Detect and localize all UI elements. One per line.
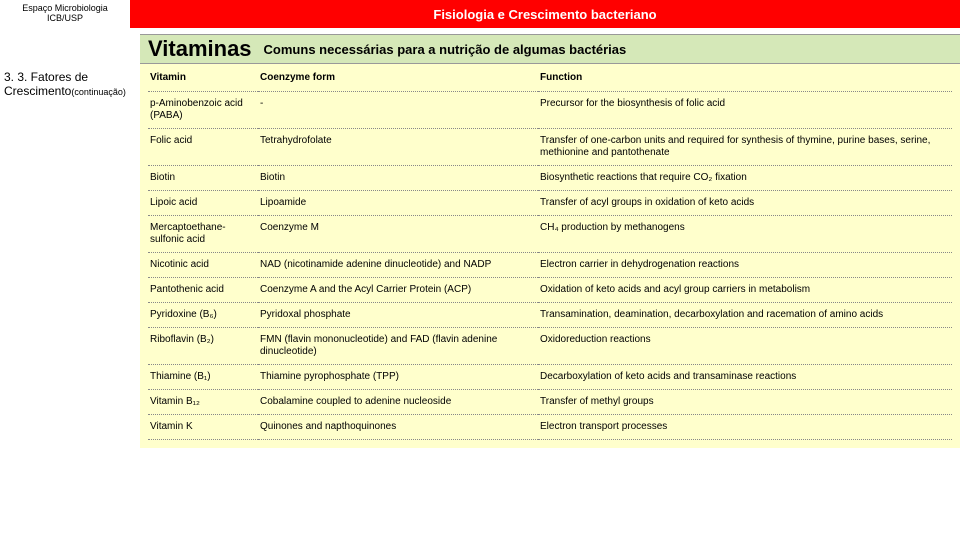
page-title: Fisiologia e Crescimento bacteriano bbox=[433, 7, 656, 22]
table-cell: Coenzyme A and the Acyl Carrier Protein … bbox=[258, 278, 538, 303]
table-cell: Biosynthetic reactions that require CO₂ … bbox=[538, 166, 952, 191]
table-cell: Precursor for the biosynthesis of folic … bbox=[538, 92, 952, 129]
table-cell: Pyridoxal phosphate bbox=[258, 303, 538, 328]
table-row: BiotinBiotinBiosynthetic reactions that … bbox=[148, 166, 952, 191]
table-cell: Pyridoxine (B₆) bbox=[148, 303, 258, 328]
title-bar: Fisiologia e Crescimento bacteriano bbox=[130, 0, 960, 28]
table-row: Pyridoxine (B₆)Pyridoxal phosphateTransa… bbox=[148, 303, 952, 328]
col-coenzyme: Coenzyme form bbox=[258, 68, 538, 92]
table-cell: CH₄ production by methanogens bbox=[538, 216, 952, 253]
table-cell: Tetrahydrofolate bbox=[258, 129, 538, 166]
subtitle-main: Vitaminas bbox=[148, 36, 252, 62]
table-cell: Biotin bbox=[258, 166, 538, 191]
col-vitamin: Vitamin bbox=[148, 68, 258, 92]
col-function: Function bbox=[538, 68, 952, 92]
table-cell: FMN (flavin mononucleotide) and FAD (fla… bbox=[258, 328, 538, 365]
table-row: Thiamine (B₁)Thiamine pyrophosphate (TPP… bbox=[148, 365, 952, 390]
table-row: Riboflavin (B₂)FMN (flavin mononucleotid… bbox=[148, 328, 952, 365]
table-cell: Lipoamide bbox=[258, 191, 538, 216]
table-row: Vitamin KQuinones and napthoquinonesElec… bbox=[148, 415, 952, 440]
table-cell: Oxidation of keto acids and acyl group c… bbox=[538, 278, 952, 303]
table-cell: Decarboxylation of keto acids and transa… bbox=[538, 365, 952, 390]
table-cell: Thiamine (B₁) bbox=[148, 365, 258, 390]
subtitle-sub: Comuns necessárias para a nutrição de al… bbox=[264, 42, 627, 57]
table-cell: NAD (nicotinamide adenine dinucleotide) … bbox=[258, 253, 538, 278]
table-cell: Nicotinic acid bbox=[148, 253, 258, 278]
table-cell: - bbox=[258, 92, 538, 129]
logo-box: Espaço Microbiologia ICB/USP bbox=[0, 0, 130, 28]
table-cell: Vitamin K bbox=[148, 415, 258, 440]
table-cell: Thiamine pyrophosphate (TPP) bbox=[258, 365, 538, 390]
table-cell: Vitamin B₁₂ bbox=[148, 390, 258, 415]
side-label: 3. 3. Fatores de Crescimento(continuação… bbox=[0, 64, 140, 448]
header-row: Espaço Microbiologia ICB/USP Fisiologia … bbox=[0, 0, 960, 28]
table-cell: p-Aminobenzoic acid (PABA) bbox=[148, 92, 258, 129]
table-cell: Electron transport processes bbox=[538, 415, 952, 440]
table-cell: Transfer of methyl groups bbox=[538, 390, 952, 415]
side-line2: Crescimento(continuação) bbox=[4, 84, 136, 98]
table-cell: Riboflavin (B₂) bbox=[148, 328, 258, 365]
side-line1: 3. 3. Fatores de bbox=[4, 70, 136, 84]
table-row: p-Aminobenzoic acid (PABA)-Precursor for… bbox=[148, 92, 952, 129]
table-cell: Coenzyme M bbox=[258, 216, 538, 253]
table-row: Lipoic acidLipoamideTransfer of acyl gro… bbox=[148, 191, 952, 216]
subtitle-row: Vitaminas Comuns necessárias para a nutr… bbox=[140, 34, 960, 64]
table-cell: Folic acid bbox=[148, 129, 258, 166]
table-cell: Quinones and napthoquinones bbox=[258, 415, 538, 440]
table-cell: Cobalamine coupled to adenine nucleoside bbox=[258, 390, 538, 415]
table-cell: Transfer of acyl groups in oxidation of … bbox=[538, 191, 952, 216]
vitamins-table: Vitamin Coenzyme form Function p-Aminobe… bbox=[148, 68, 952, 440]
table-cell: Mercaptoethane-sulfonic acid bbox=[148, 216, 258, 253]
table-cell: Lipoic acid bbox=[148, 191, 258, 216]
table-row: Nicotinic acidNAD (nicotinamide adenine … bbox=[148, 253, 952, 278]
logo-line2: ICB/USP bbox=[47, 14, 83, 24]
table-cell: Transfer of one-carbon units and require… bbox=[538, 129, 952, 166]
table-row: Folic acidTetrahydrofolateTransfer of on… bbox=[148, 129, 952, 166]
table-row: Pantothenic acidCoenzyme A and the Acyl … bbox=[148, 278, 952, 303]
table-cell: Electron carrier in dehydrogenation reac… bbox=[538, 253, 952, 278]
table-cell: Pantothenic acid bbox=[148, 278, 258, 303]
table-row: Mercaptoethane-sulfonic acidCoenzyme MCH… bbox=[148, 216, 952, 253]
content-row: 3. 3. Fatores de Crescimento(continuação… bbox=[0, 64, 960, 448]
table-cell: Transamination, deamination, decarboxyla… bbox=[538, 303, 952, 328]
table-cell: Oxidoreduction reactions bbox=[538, 328, 952, 365]
table-wrap: Vitamin Coenzyme form Function p-Aminobe… bbox=[140, 64, 960, 448]
table-header-row: Vitamin Coenzyme form Function bbox=[148, 68, 952, 92]
table-row: Vitamin B₁₂Cobalamine coupled to adenine… bbox=[148, 390, 952, 415]
table-cell: Biotin bbox=[148, 166, 258, 191]
